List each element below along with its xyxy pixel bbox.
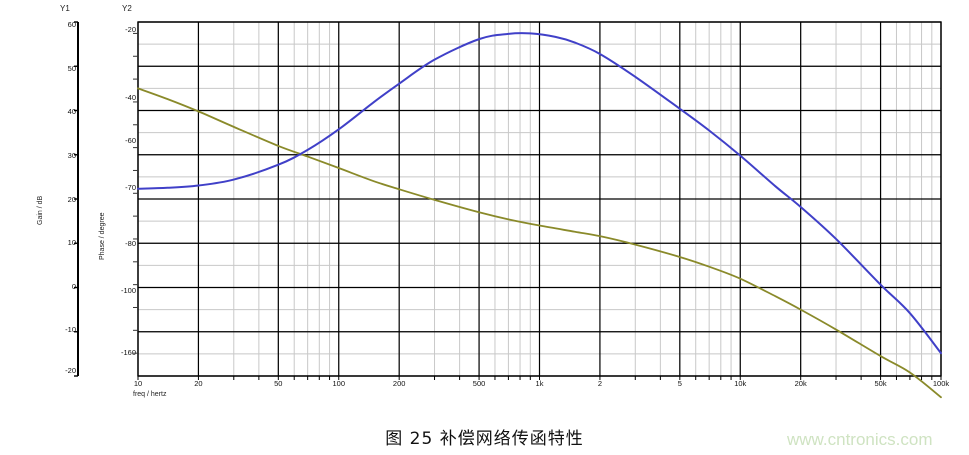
- y2-tick-label: -60: [125, 136, 136, 145]
- x-axis-title: freq / hertz: [133, 391, 167, 398]
- x-tick-label: 50k: [874, 379, 887, 388]
- x-tick-label: 50: [274, 379, 283, 388]
- y1-tick-label: 20: [67, 195, 76, 204]
- y2-tick-label: -160: [120, 348, 136, 357]
- y2-tick-label: -70: [125, 183, 136, 192]
- y1-axis-header: Y1: [60, 4, 70, 13]
- x-tick-label: 20: [194, 379, 203, 388]
- y2-tick-label: -100: [120, 286, 136, 295]
- y2-tick-label: -40: [125, 93, 136, 102]
- x-tick-label: 100: [332, 379, 345, 388]
- x-tick-label: 100k: [932, 379, 950, 388]
- x-tick-label: 200: [392, 379, 406, 388]
- watermark: www.cntronics.com: [787, 430, 933, 449]
- gain-curve: [137, 87, 942, 399]
- y1-tick-label: 40: [67, 107, 76, 116]
- y1-tick-label: 30: [67, 151, 76, 160]
- x-tick-label: 2: [597, 379, 602, 388]
- y1-tick-label: 60: [67, 20, 76, 29]
- y2-axis-header: Y2: [122, 4, 132, 13]
- phase-curve: [137, 32, 942, 355]
- x-tick-label: 1k: [535, 379, 544, 388]
- y1-tick-label: 50: [67, 64, 76, 73]
- x-tick-label: 500: [472, 379, 486, 388]
- y2-tick-label: -20: [125, 25, 136, 34]
- figure-caption: 图 25 补偿网络传函特性: [385, 429, 584, 449]
- x-tick-label: 5: [677, 379, 682, 388]
- y1-tick-label: -10: [65, 325, 76, 334]
- y1-tick-label: 0: [71, 282, 76, 291]
- y2-tick-label: -80: [125, 239, 136, 248]
- x-tick-label: 20k: [794, 379, 807, 388]
- x-tick-label: 10: [133, 379, 143, 388]
- x-tick-label: 10k: [734, 379, 747, 388]
- y1-tick-label: -20: [65, 366, 76, 375]
- y1-tick-label: 10: [67, 238, 76, 247]
